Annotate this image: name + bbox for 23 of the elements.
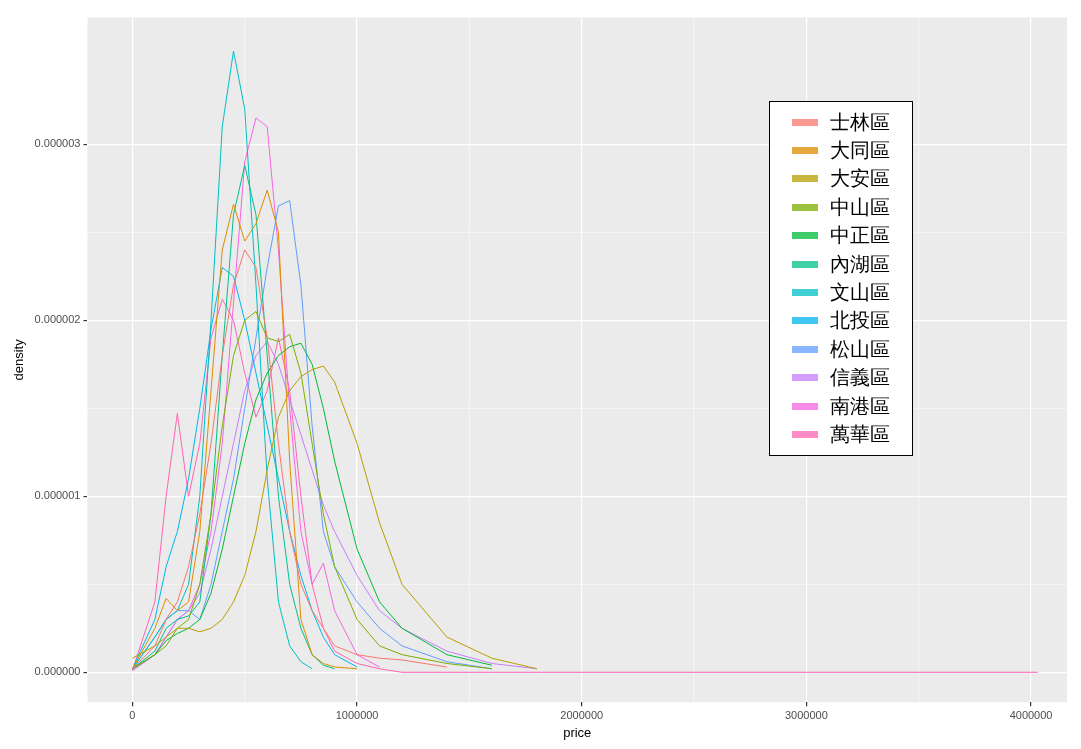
legend-label: 大安區 (830, 165, 890, 193)
legend-label: 松山區 (830, 335, 890, 363)
x-tick-label: 0 (129, 708, 136, 721)
y-tick-label: 0.000003 (34, 137, 81, 150)
x-axis-title: price (563, 724, 592, 740)
legend-label: 中正區 (830, 222, 890, 250)
x-tick-label: 2000000 (560, 708, 604, 721)
legend-label: 信義區 (830, 364, 890, 392)
legend-label: 大同區 (830, 137, 890, 165)
legend-label: 北投區 (830, 307, 890, 335)
legend-label: 文山區 (830, 279, 890, 307)
x-tick-label: 1000000 (335, 708, 379, 721)
y-tick-label: 0.000000 (34, 665, 81, 678)
x-tick-label: 4000000 (1009, 708, 1053, 721)
legend-label: 中山區 (830, 193, 890, 221)
legend-label: 南港區 (830, 392, 890, 420)
y-tick-label: 0.000002 (34, 313, 81, 326)
y-axis-title: density (11, 338, 27, 381)
y-tick-label: 0.000001 (34, 489, 81, 502)
x-tick-label: 3000000 (784, 708, 828, 721)
legend-label: 士林區 (830, 108, 890, 136)
legend-label: 萬華區 (830, 421, 890, 448)
legend-label: 內湖區 (830, 250, 890, 278)
